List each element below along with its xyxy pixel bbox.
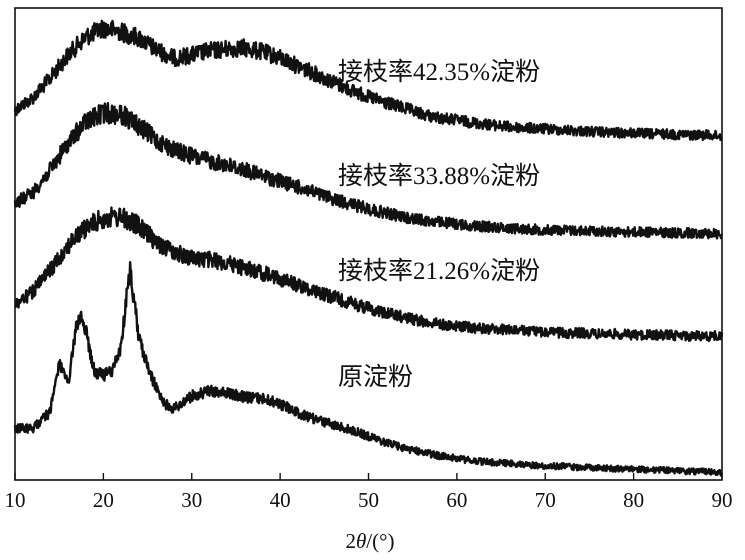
x-axis-ticks: 10 20 30 40 50 60 70 80 90 [5,473,733,512]
series-line-1 [13,19,723,142]
series-label-3: 接枝率21.26%淀粉 [338,257,540,285]
x-tick-label: 10 [5,488,26,512]
series-label-4: 原淀粉 [338,363,413,391]
series-label-1: 接枝率42.35%淀粉 [338,58,540,86]
x-tick-label: 90 [712,488,733,512]
x-tick-label: 30 [181,488,202,512]
series-line-2 [13,101,724,240]
x-tick-label: 60 [446,488,467,512]
x-tick-label: 50 [358,488,379,512]
x-tick-label: 80 [623,488,644,512]
x-tick-label: 20 [93,488,114,512]
series-line-3 [14,206,724,343]
series-label-2: 接枝率33.88%淀粉 [338,162,540,190]
x-tick-label: 40 [270,488,291,512]
x-axis-title: 2θ/(°) [345,529,394,553]
series-line-4 [13,261,723,477]
x-tick-label: 70 [535,488,556,512]
